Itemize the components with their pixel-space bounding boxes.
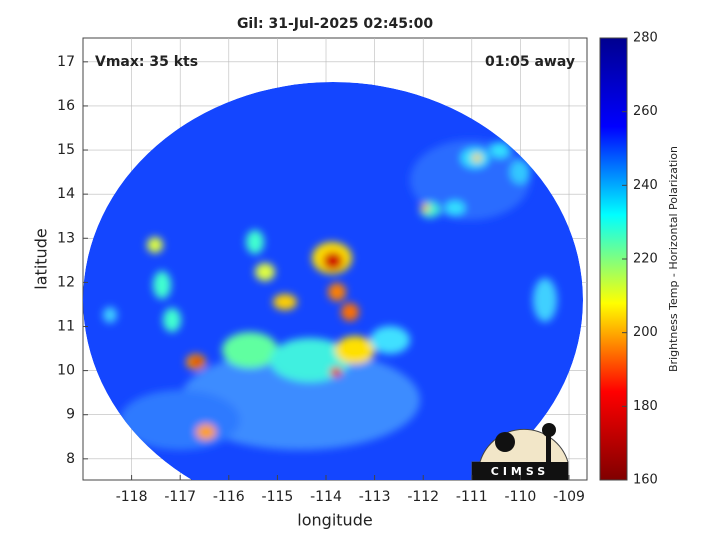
colorbar-tick-label: 160 (633, 473, 658, 488)
colorbar-tick-label: 220 (633, 252, 658, 267)
y-tick-label: 13 (57, 230, 75, 246)
x-tick-label: -116 (213, 489, 245, 505)
x-tick-label: -115 (262, 489, 294, 505)
y-tick-label: 8 (66, 451, 75, 467)
y-tick-label: 16 (57, 98, 75, 114)
y-tick-label: 11 (57, 318, 75, 334)
x-tick-label: -111 (456, 489, 488, 505)
y-tick-label: 10 (57, 363, 75, 379)
annotation: Vmax: 35 kts (95, 54, 198, 70)
x-tick-label: -112 (407, 489, 439, 505)
y-tick-label: 14 (57, 186, 75, 202)
x-tick-label: -113 (359, 489, 391, 505)
logo: CIMSS (471, 423, 569, 481)
colorbar-tick-label: 200 (633, 325, 658, 340)
colorbar-tick-label: 280 (633, 31, 658, 46)
colorbar-label: Brightness Temp - Horizontal Polarizatio… (667, 146, 680, 372)
image-layer (83, 82, 583, 480)
annotation: 01:05 away (485, 54, 575, 70)
y-tick-label: 12 (57, 274, 75, 290)
logo-text: CIMSS (491, 465, 549, 478)
colorbar-tick-label: 180 (633, 399, 658, 414)
x-axis-label: longitude (297, 511, 372, 530)
colorbar-tick-label: 260 (633, 104, 658, 119)
y-tick-label: 17 (57, 54, 75, 70)
x-tick-label: -118 (116, 489, 148, 505)
chart-title: Gil: 31-Jul-2025 02:45:00 (237, 16, 433, 32)
y-axis-label: latitude (32, 228, 51, 289)
tb-field (103, 140, 557, 450)
x-tick-label: -109 (553, 489, 585, 505)
y-tick-label: 9 (66, 407, 75, 423)
x-tick-label: -117 (164, 489, 196, 505)
colorbar-tick-label: 240 (633, 178, 658, 193)
x-tick-label: -110 (505, 489, 537, 505)
y-tick-label: 15 (57, 142, 75, 158)
x-tick-label: -114 (310, 489, 342, 505)
